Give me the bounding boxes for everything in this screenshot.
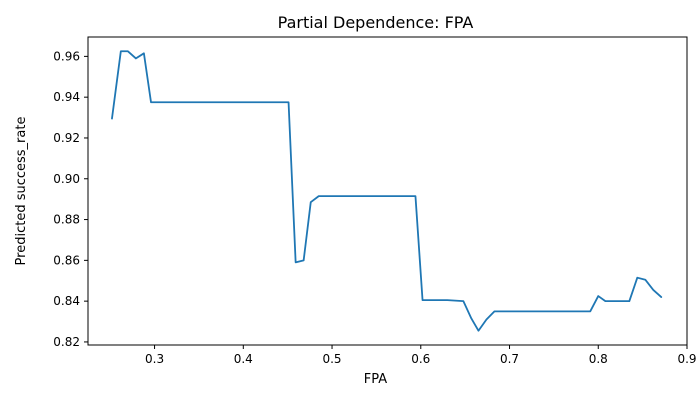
- plot-frame: [87, 36, 688, 346]
- y-tick-label: 0.84: [53, 294, 80, 308]
- y-tick-label: 0.82: [53, 335, 80, 349]
- y-tick-label: 0.96: [53, 49, 80, 63]
- y-tick-label: 0.94: [53, 90, 80, 104]
- x-axis-label: FPA: [364, 372, 387, 387]
- x-tick-label: 0.7: [500, 352, 519, 366]
- series-line: [111, 50, 663, 332]
- y-axis: 0.82 0.84 0.86 0.88 0.90 0.92 0.94 0.96: [53, 49, 88, 349]
- x-tick-label: 0.6: [411, 352, 430, 366]
- y-tick-label: 0.86: [53, 253, 80, 267]
- x-tick-label: 0.4: [234, 352, 253, 366]
- plot-area: [111, 50, 663, 332]
- y-tick-label: 0.92: [53, 131, 80, 145]
- x-tick-label: 0.8: [589, 352, 608, 366]
- y-tick-label: 0.90: [53, 172, 80, 186]
- chart-title: Partial Dependence: FPA: [278, 13, 474, 32]
- y-tick-label: 0.88: [53, 213, 80, 227]
- x-axis: 0.3 0.4 0.5 0.6 0.7 0.8 0.9: [145, 345, 697, 366]
- x-tick-label: 0.5: [322, 352, 341, 366]
- y-axis-label: Predicted success_rate: [14, 117, 29, 266]
- x-tick-label: 0.9: [677, 352, 696, 366]
- x-tick-label: 0.3: [145, 352, 164, 366]
